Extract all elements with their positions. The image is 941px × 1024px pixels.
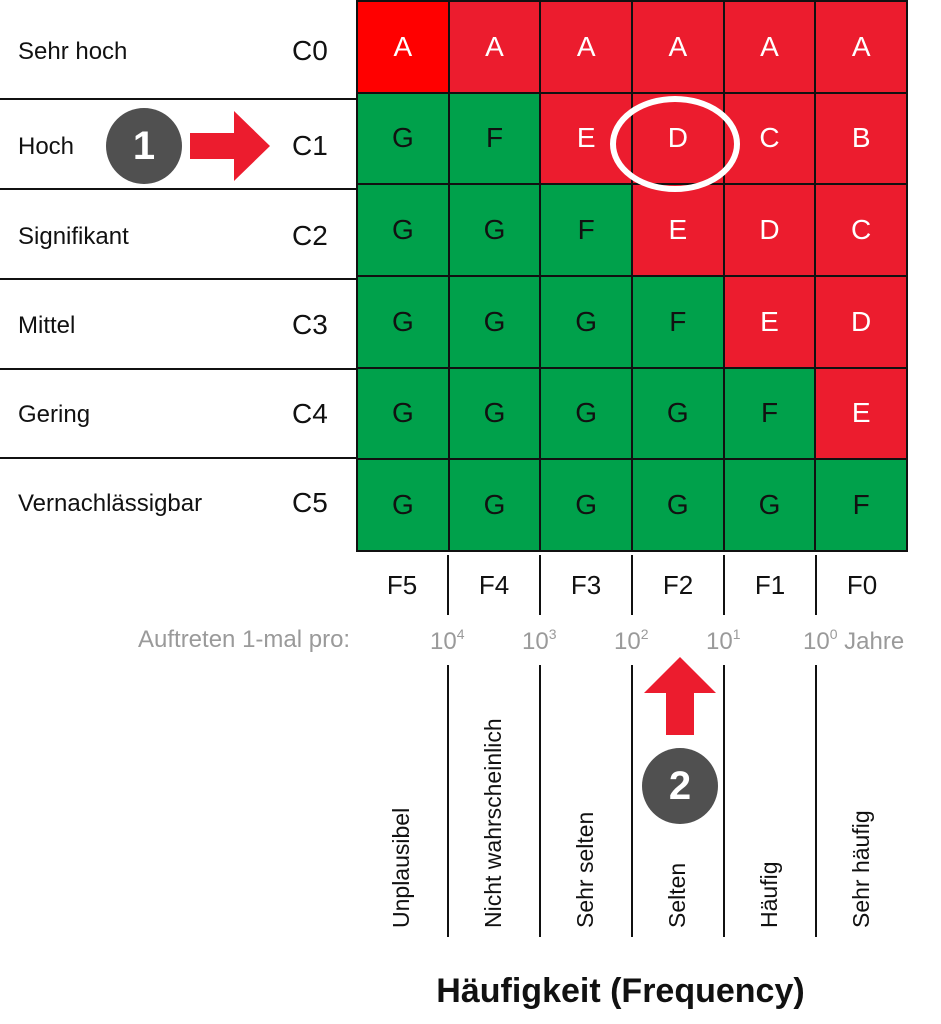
matrix-cell-c5-f0: F (816, 460, 906, 550)
consequence-name-c1: Hoch (18, 133, 75, 160)
matrix-cell-c2-f1: D (724, 185, 815, 275)
frequency-label-f1: Häufig (756, 861, 782, 928)
consequence-name-c4: Gering (18, 401, 91, 428)
matrix-cell-c4-f4: G (449, 368, 540, 459)
frequency-code-f4: F4 (478, 570, 510, 600)
frequency-code-f2: F2 (662, 570, 694, 600)
matrix-cell-c3-f2: F (632, 276, 723, 367)
column-divider (631, 555, 633, 615)
row-divider (0, 188, 356, 190)
matrix-cell-c4-f1: F (724, 368, 815, 459)
frequency-label-f4: Nicht wahrscheinlich (480, 718, 506, 928)
consequence-code-c3: C3 (292, 309, 328, 340)
matrix-cell-c3-f5: G (358, 276, 448, 367)
arrow-right-icon (190, 111, 270, 181)
matrix-cell-c3-f3: G (541, 276, 631, 367)
matrix-cell-c3-f0: D (816, 276, 906, 367)
matrix-cell-c0-f3: A (541, 2, 631, 92)
occurrence-value-1e1: 101 (706, 626, 741, 655)
step-1-badge: 1 (106, 108, 182, 184)
matrix-cell-c4-f2: G (632, 368, 723, 459)
consequence-code-c2: C2 (292, 220, 328, 251)
consequence-name-c0: Sehr hoch (18, 38, 128, 65)
matrix-cell-c5-f3: G (541, 460, 631, 550)
consequence-name-c3: Mittel (18, 312, 76, 339)
row-divider (0, 457, 356, 459)
frequency-code-f0: F0 (846, 570, 878, 600)
matrix-cell-c2-f0: C (816, 185, 906, 275)
column-divider (539, 555, 541, 615)
consequence-name-c5: Vernachlässigbar (18, 490, 203, 517)
matrix-cell-c2-f2: E (632, 185, 723, 275)
matrix-cell-c1-f4: F (449, 93, 540, 184)
column-divider (815, 665, 817, 937)
occurrence-value-1e4: 104 (430, 626, 465, 655)
frequency-code-f3: F3 (570, 570, 602, 600)
row-divider (0, 368, 356, 370)
matrix-cell-c1-f5: G (358, 93, 448, 184)
consequence-code-c5: C5 (292, 487, 328, 518)
axis-title: Häufigkeit (Frequency) (436, 972, 805, 1010)
frequency-code-f1: F1 (754, 570, 786, 600)
matrix-cell-c5-f4: G (449, 460, 540, 550)
frequency-label-f3: Sehr selten (572, 811, 598, 928)
matrix-cell-c3-f1: E (724, 276, 815, 367)
frequency-label-f5: Unplausibel (388, 807, 414, 928)
consequence-code-c1: C1 (292, 130, 328, 161)
matrix-cell-c0-f5: A (358, 2, 448, 92)
matrix-cell-c0-f4: A (449, 2, 540, 92)
arrow-up-icon (644, 657, 716, 735)
matrix-cell-c4-f0: E (816, 368, 906, 459)
matrix-cell-c5-f5: G (358, 460, 448, 550)
column-divider (631, 665, 633, 937)
column-divider (539, 665, 541, 937)
consequence-code-c4: C4 (292, 398, 328, 429)
occurrence-label: Auftreten 1-mal pro: (138, 626, 351, 653)
matrix-cell-c0-f0: A (816, 2, 906, 92)
occurrence-value-1e0: 100 Jahre (803, 626, 905, 655)
matrix-cell-c3-f4: G (449, 276, 540, 367)
matrix-cell-c2-f4: G (449, 185, 540, 275)
matrix-cell-c1-f0: B (816, 93, 906, 184)
consequence-name-c2: Signifikant (18, 223, 129, 250)
matrix-cell-c5-f2: G (632, 460, 723, 550)
column-divider (815, 555, 817, 615)
column-divider (723, 665, 725, 937)
column-divider (447, 665, 449, 937)
matrix-cell-c4-f3: G (541, 368, 631, 459)
occurrence-value-1e3: 103 (522, 626, 557, 655)
highlight-circle (610, 96, 740, 192)
matrix-cell-c5-f1: G (724, 460, 815, 550)
row-divider (0, 278, 356, 280)
frequency-code-f5: F5 (386, 570, 418, 600)
matrix-cell-c4-f5: G (358, 368, 448, 459)
consequence-code-c0: C0 (292, 35, 328, 66)
occurrence-value-1e2: 102 (614, 626, 649, 655)
matrix-cell-c0-f2: A (632, 2, 723, 92)
matrix-cell-c2-f5: G (358, 185, 448, 275)
matrix-cell-c2-f3: F (541, 185, 631, 275)
row-divider (0, 98, 356, 100)
matrix-cell-c0-f1: A (724, 2, 815, 92)
step-2-badge: 2 (642, 748, 718, 824)
column-divider (447, 555, 449, 615)
occurrence-unit: Jahre (844, 628, 905, 655)
frequency-label-f2: Selten (664, 862, 690, 928)
column-divider (723, 555, 725, 615)
frequency-label-f0: Sehr häufig (848, 810, 874, 928)
